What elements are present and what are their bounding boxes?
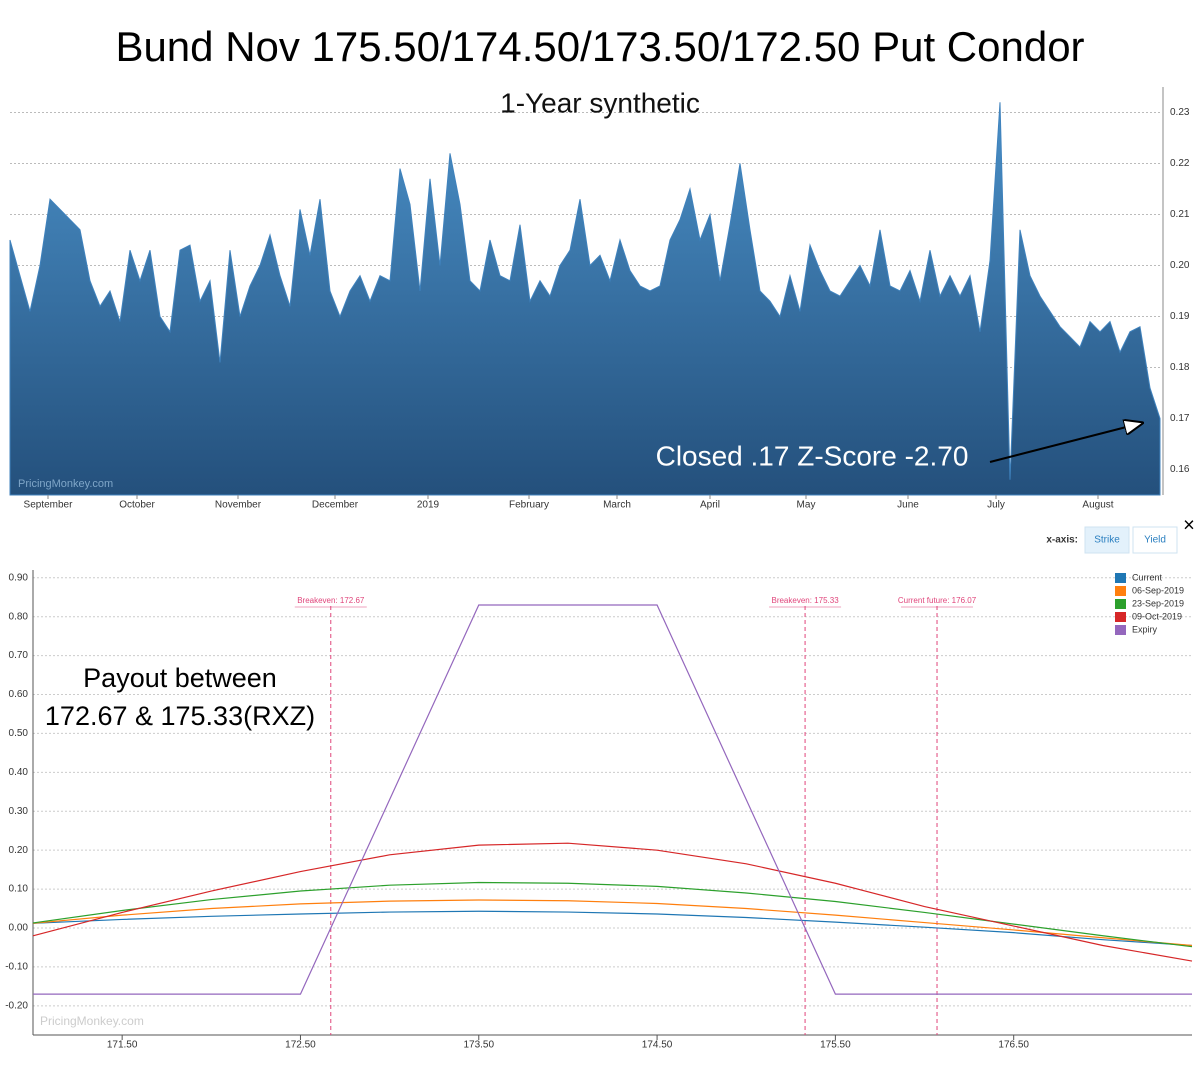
y-tick-label: -0.20 <box>5 1000 28 1011</box>
legend-swatch <box>1115 625 1126 635</box>
legend-label: 23-Sep-2019 <box>1132 598 1184 608</box>
y-tick-label: 0.22 <box>1170 158 1190 169</box>
x-tick-label: December <box>312 500 359 511</box>
x-tick-label: 172.50 <box>285 1040 316 1051</box>
y-tick-label: 0.16 <box>1170 464 1190 475</box>
y-tick-label: 0.50 <box>9 728 29 739</box>
y-tick-label: 0.40 <box>9 767 29 778</box>
legend-label: 06-Sep-2019 <box>1132 585 1184 595</box>
marker-label: Breakeven: 172.67 <box>297 596 365 605</box>
x-tick-label: October <box>119 500 155 511</box>
legend-swatch <box>1115 599 1126 609</box>
watermark: PricingMonkey.com <box>18 478 113 490</box>
y-tick-label: 0.90 <box>9 572 29 583</box>
chart-title: Bund Nov 175.50/174.50/173.50/172.50 Put… <box>115 23 1084 70</box>
legend-label: Current <box>1132 572 1163 582</box>
y-tick-label: 0.70 <box>9 650 29 661</box>
annotation: Closed .17 Z-Score -2.70 <box>656 440 969 471</box>
chart-subtitle: 1-Year synthetic <box>500 87 700 118</box>
legend-label: 09-Oct-2019 <box>1132 611 1182 621</box>
x-tick-label: August <box>1082 500 1113 511</box>
x-tick-label: 175.50 <box>820 1040 851 1051</box>
controls-label: x-axis: <box>1046 535 1078 546</box>
legend-swatch <box>1115 573 1126 583</box>
x-tick-label: July <box>987 500 1005 511</box>
x-tick-label: November <box>215 500 262 511</box>
x-tick-label: September <box>24 500 74 511</box>
x-tick-label: 174.50 <box>642 1040 673 1051</box>
y-tick-label: 0.19 <box>1170 311 1190 322</box>
x-tick-label: February <box>509 500 549 511</box>
y-tick-label: 0.30 <box>9 806 29 817</box>
y-tick-label: 0.21 <box>1170 209 1190 220</box>
close-button[interactable]: × <box>1183 514 1195 536</box>
x-tick-label: May <box>797 500 816 511</box>
series-line <box>32 910 1193 947</box>
legend-swatch <box>1115 612 1126 622</box>
y-tick-label: 0.18 <box>1170 362 1190 373</box>
legend-swatch <box>1115 586 1126 596</box>
annotation-arrow <box>989 423 1142 463</box>
series-line <box>33 604 1192 995</box>
y-tick-label: 0.60 <box>9 689 29 700</box>
y-tick-label: 0.20 <box>1170 260 1190 271</box>
series-line <box>32 899 1193 947</box>
y-tick-label: 0.23 <box>1170 107 1190 118</box>
x-tick-label: 2019 <box>417 500 440 511</box>
y-tick-label: 0.17 <box>1170 413 1190 424</box>
x-tick-label: April <box>700 500 720 511</box>
annotation: 172.67 & 175.33(RXZ) <box>45 701 315 731</box>
x-tick-label: 171.50 <box>107 1040 138 1051</box>
series-line <box>32 842 1193 962</box>
marker-label: Current future: 176.07 <box>898 596 977 605</box>
annotation: Payout between <box>83 663 277 693</box>
axis-button-label[interactable]: Strike <box>1094 535 1120 546</box>
x-tick-label: 173.50 <box>463 1040 494 1051</box>
axis-button-label[interactable]: Yield <box>1144 535 1166 546</box>
y-tick-label: 0.10 <box>9 884 29 895</box>
y-tick-label: -0.10 <box>5 962 28 973</box>
axis-button[interactable] <box>1132 526 1178 554</box>
x-tick-label: March <box>603 500 631 511</box>
y-tick-label: 0.20 <box>9 845 29 856</box>
area <box>9 102 1161 496</box>
marker-label: Breakeven: 175.33 <box>771 596 839 605</box>
y-tick-label: 0.00 <box>9 923 29 934</box>
y-tick-label: 0.80 <box>9 611 29 622</box>
x-tick-label: June <box>897 500 919 511</box>
legend-label: Expiry <box>1132 624 1158 634</box>
x-tick-label: 176.50 <box>998 1040 1029 1051</box>
series-line <box>32 881 1193 948</box>
axis-button[interactable] <box>1084 526 1130 554</box>
watermark: PricingMonkey.com <box>40 1014 144 1028</box>
